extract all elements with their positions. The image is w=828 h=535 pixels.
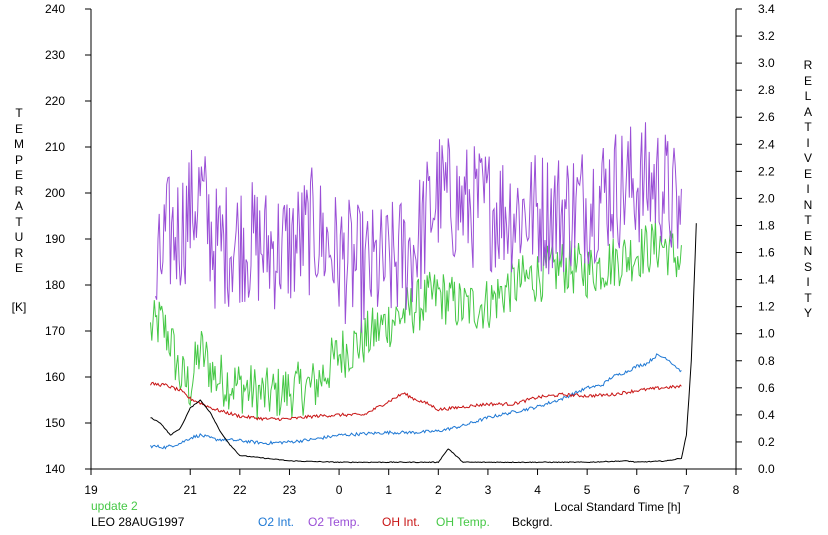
y-axis-left-unit: [K] <box>11 300 27 314</box>
x-tick-label: 6 <box>633 483 640 497</box>
axis-label-letter: E <box>14 261 23 275</box>
status-annotation: update 2 <box>91 499 138 513</box>
axis-label-letter: I <box>806 275 810 289</box>
series-line-o2-int <box>150 353 682 450</box>
axes: 1401501601701801902002102202302400.00.20… <box>45 2 775 497</box>
y-right-tick-label: 2.4 <box>758 137 775 151</box>
y-left-tick-label: 190 <box>45 232 65 246</box>
y-left-tick-label: 210 <box>45 140 65 154</box>
axis-label-letter: P <box>14 152 23 167</box>
y-right-tick-label: 1.4 <box>758 273 775 287</box>
x-tick-label: 8 <box>733 483 740 497</box>
axis-label-letter: S <box>803 259 812 274</box>
axis-label-letter: T <box>804 290 812 305</box>
y-left-tick-label: 240 <box>45 2 65 16</box>
legend-bckgrd: Bckgrd. <box>512 515 553 529</box>
axis-label-letter: R <box>14 183 24 198</box>
axis-label-letter: A <box>803 104 812 119</box>
x-tick-label: 1 <box>385 483 392 497</box>
series-layer <box>150 122 697 464</box>
axis-label-letter: E <box>14 168 23 182</box>
y-right-tick-label: 1.6 <box>758 246 775 260</box>
series-line-oh-temp <box>150 220 682 420</box>
y-right-tick-label: 0.2 <box>758 435 775 449</box>
y-left-tick-label: 150 <box>45 416 65 430</box>
y-left-tick-label: 180 <box>45 278 65 292</box>
y-right-tick-label: 3.2 <box>758 29 775 43</box>
y-right-tick-label: 3.4 <box>758 2 775 16</box>
legend-o2-temp: O2 Temp. <box>308 515 360 529</box>
series-line-o2-temp <box>155 122 682 333</box>
y-right-tick-label: 3.0 <box>758 56 775 70</box>
series-line-oh-int <box>150 381 682 422</box>
y-right-tick-label: 0.4 <box>758 408 775 422</box>
y-right-tick-label: 1.0 <box>758 327 775 341</box>
series-line-bckgrd <box>150 223 697 464</box>
legend-oh-temp: OH Temp. <box>436 515 490 529</box>
axis-label-letter: N <box>803 244 813 258</box>
axis-label-letter: T <box>804 213 812 227</box>
x-tick-label: 21 <box>184 483 198 497</box>
y-right-tick-label: 0.0 <box>758 462 775 476</box>
axis-label-letter: V <box>803 151 812 165</box>
x-tick-label: 3 <box>485 483 492 497</box>
axis-label-letter: L <box>804 89 812 103</box>
axis-label-letter: E <box>803 166 812 181</box>
axis-label-letter: E <box>803 228 812 243</box>
axis-label-letter: E <box>803 73 812 88</box>
x-tick-label: 5 <box>584 483 591 497</box>
axis-label-letter: Y <box>803 306 812 320</box>
axis-label-letter: T <box>15 214 23 229</box>
x-tick-label: 2 <box>435 483 442 497</box>
axis-label-letter: I <box>806 135 810 150</box>
axis-label-letter: U <box>14 230 24 244</box>
x-axis-label: Local Standard Time [h] <box>554 500 681 514</box>
x-tick-label: 7 <box>683 483 690 497</box>
y-left-tick-label: 220 <box>45 94 65 108</box>
y-left-tick-label: 230 <box>45 48 65 62</box>
y-right-tick-label: 1.2 <box>758 300 775 314</box>
y-right-tick-label: 2.2 <box>758 164 775 178</box>
y-left-tick-label: 160 <box>45 370 65 384</box>
x-tick-label: 4 <box>534 483 541 497</box>
axis-label-letter: T <box>15 106 23 120</box>
axis-label-letter: N <box>803 197 813 212</box>
x-tick-label: 22 <box>233 483 247 497</box>
axis-label-letter: R <box>14 245 24 260</box>
x-tick-label: 23 <box>283 483 297 497</box>
y-right-tick-label: 0.6 <box>758 381 775 395</box>
axis-label-letter: E <box>14 121 23 136</box>
x-tick-label: 0 <box>336 483 343 497</box>
axis-label-letter: M <box>14 137 24 151</box>
y-left-tick-label: 200 <box>45 186 65 200</box>
y-right-tick-label: 2.6 <box>758 110 775 124</box>
axis-label-letter: R <box>803 58 813 72</box>
axis-label-letter: A <box>14 199 23 213</box>
legend-oh-int: OH Int. <box>382 515 421 529</box>
axis-label-letter: I <box>806 182 810 196</box>
y-left-tick-label: 170 <box>45 324 65 338</box>
y-right-tick-label: 0.8 <box>758 354 775 368</box>
y-right-tick-label: 1.8 <box>758 218 775 232</box>
y-left-tick-label: 140 <box>45 462 65 476</box>
y-right-tick-label: 2.8 <box>758 83 775 97</box>
axis-label-letter: T <box>804 120 812 134</box>
y-right-tick-label: 2.0 <box>758 191 775 205</box>
x-tick-label: 19 <box>84 483 98 497</box>
station-annotation: LEO 28AUG1997 <box>91 515 185 529</box>
legend-o2-int: O2 Int. <box>258 515 295 529</box>
